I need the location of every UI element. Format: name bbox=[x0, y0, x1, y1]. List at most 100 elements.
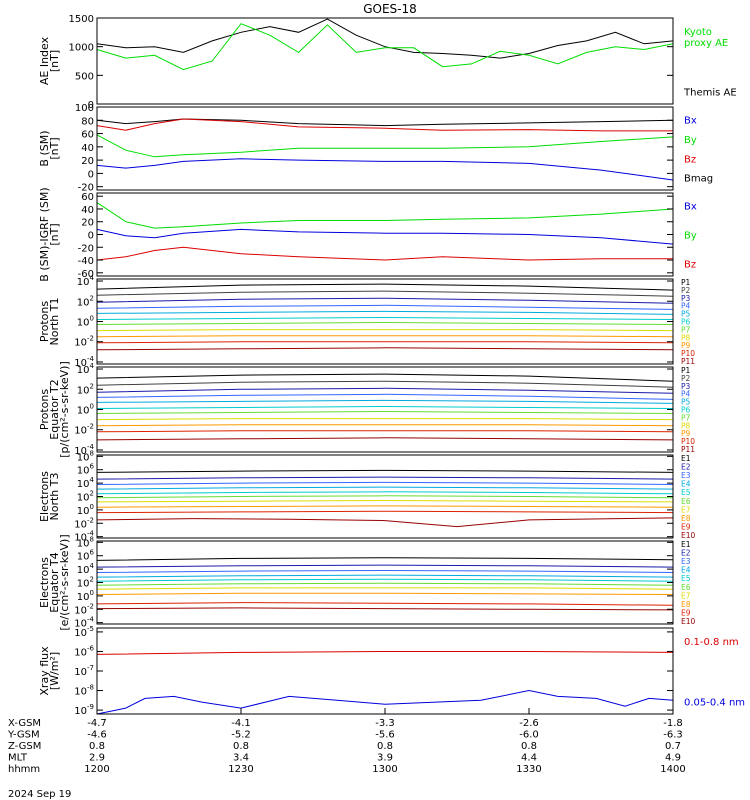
y-axis-label: AE Index bbox=[38, 36, 51, 85]
y-tick-base: 10 bbox=[77, 385, 90, 396]
y-tick-label: -60 bbox=[78, 269, 94, 280]
series-line-protons_t1-2 bbox=[96, 297, 674, 304]
series-line-electrons_t4-9 bbox=[96, 607, 674, 611]
series-line-b_igrf-0 bbox=[96, 202, 674, 229]
y-tick-base: 10 bbox=[74, 358, 87, 369]
y-tick-label: 100 bbox=[75, 103, 94, 114]
legend-channel-E10: E10 bbox=[681, 617, 696, 626]
x-row-value: -4.6 bbox=[87, 730, 107, 741]
y-axis-label: North T1 bbox=[48, 298, 61, 346]
y-tick-label: 102 bbox=[77, 382, 94, 396]
legend-channel-E7: E7 bbox=[681, 591, 691, 600]
series-line-b_igrf-1 bbox=[96, 228, 674, 245]
y-tick-base: 10 bbox=[77, 493, 90, 504]
series-line-ae-0 bbox=[96, 18, 674, 59]
y-tick-label: 104 bbox=[77, 274, 95, 288]
series-line-electrons_t4-5 bbox=[96, 582, 674, 586]
y-tick-label: 10-5 bbox=[74, 625, 94, 639]
series-line-protons_t2-5 bbox=[96, 405, 674, 409]
y-axis-label: Equator T2 bbox=[48, 379, 61, 439]
panel-frame bbox=[96, 192, 674, 277]
series-line-electrons_t4-6 bbox=[96, 587, 674, 590]
y-tick-exponent: -8 bbox=[87, 684, 94, 692]
legend-channel-P3: P3 bbox=[681, 294, 691, 303]
series-line-protons_t2-7 bbox=[96, 418, 674, 421]
legend-channel-P6: P6 bbox=[681, 406, 691, 415]
y-tick-exponent: 2 bbox=[90, 294, 94, 302]
panel-frame bbox=[96, 454, 674, 539]
plot-title: GOES-18 bbox=[363, 2, 417, 16]
y-tick-label: 106 bbox=[77, 463, 95, 477]
y-tick-base: 10 bbox=[77, 552, 90, 563]
x-row-value: 0.8 bbox=[377, 741, 393, 752]
legend-channel-E1: E1 bbox=[681, 540, 691, 549]
panel-frame bbox=[96, 17, 674, 105]
y-tick-label: 10-4 bbox=[74, 616, 94, 630]
y-tick-label: 1000 bbox=[69, 43, 94, 54]
y-tick-base: 10 bbox=[74, 446, 87, 457]
legend-channel-E9: E9 bbox=[681, 522, 691, 531]
legend-channel-E4: E4 bbox=[681, 566, 691, 575]
y-tick-label: 108 bbox=[77, 449, 94, 463]
y-tick-base: 10 bbox=[77, 452, 90, 463]
y-tick-base: 10 bbox=[74, 706, 87, 717]
series-line-electrons_t4-7 bbox=[96, 592, 674, 595]
series-line-electrons_t3-2 bbox=[96, 481, 674, 485]
y-tick-base: 10 bbox=[77, 297, 90, 308]
legend-channel-P10: P10 bbox=[681, 437, 695, 446]
series-line-electrons_t4-2 bbox=[96, 569, 674, 573]
series-line-b_igrf-2 bbox=[96, 246, 673, 261]
legend-channel-P2: P2 bbox=[681, 374, 691, 383]
series-line-electrons_t4-1 bbox=[96, 564, 674, 568]
y-tick-label: 1500 bbox=[69, 14, 94, 25]
legend-channel-P8: P8 bbox=[681, 333, 691, 342]
legend-channel-E6: E6 bbox=[681, 497, 691, 506]
legend-channel-P3: P3 bbox=[681, 382, 691, 391]
x-row-value: 1400 bbox=[660, 764, 685, 775]
legend-entry: 0.05-0.4 nm bbox=[684, 697, 745, 708]
y-tick-exponent: -4 bbox=[87, 616, 95, 624]
y-tick-label: -20 bbox=[78, 243, 94, 254]
y-tick-label: 10-2 bbox=[74, 423, 94, 437]
x-row-value: 0.7 bbox=[665, 741, 681, 752]
legend-channel-E2: E2 bbox=[681, 463, 691, 472]
series-line-electrons_t3-5 bbox=[96, 495, 674, 499]
y-tick-label: 10-2 bbox=[74, 602, 94, 616]
y-tick-base: 10 bbox=[77, 538, 90, 549]
y-tick-exponent: 0 bbox=[90, 315, 94, 323]
y-tick-exponent: 6 bbox=[90, 463, 95, 471]
y-tick-label: 60 bbox=[81, 130, 94, 141]
series-line-electrons_t3-3 bbox=[96, 486, 674, 490]
y-tick-label: 100 bbox=[77, 503, 94, 517]
y-tick-exponent: 6 bbox=[90, 549, 95, 557]
y-tick-label: 102 bbox=[77, 576, 94, 590]
y-tick-label: 40 bbox=[81, 143, 94, 154]
y-axis-label: Equator T4 bbox=[48, 552, 61, 612]
series-line-electrons_t4-3 bbox=[96, 574, 674, 578]
y-axis-label: Protons bbox=[38, 301, 51, 342]
y-axis-label: [nT] bbox=[48, 137, 61, 159]
y-axis-label: B (SM) bbox=[38, 130, 51, 166]
series-line-electrons_t3-8 bbox=[96, 510, 674, 514]
x-row-label: hhmm bbox=[8, 764, 40, 775]
legend-entry: Themis AE bbox=[683, 87, 737, 98]
y-tick-label: -20 bbox=[78, 183, 94, 194]
legend-entry: By bbox=[684, 135, 697, 146]
x-row-value: 1230 bbox=[228, 764, 253, 775]
legend-channel-E3: E3 bbox=[681, 471, 691, 480]
y-axis-label: [p/(cm²-s-sr-keV)] bbox=[58, 361, 71, 458]
y-tick-label: 500 bbox=[75, 71, 94, 82]
y-tick-base: 10 bbox=[77, 365, 90, 376]
series-line-protons_t1-4 bbox=[96, 310, 674, 315]
y-tick-exponent: 0 bbox=[90, 589, 94, 597]
legend-channel-P7: P7 bbox=[681, 325, 691, 334]
y-tick-exponent: 2 bbox=[90, 490, 94, 498]
panel-electrons_t4: 10-410-2100102104106108ElectronsEquator … bbox=[38, 534, 696, 630]
series-line-protons_t1-3 bbox=[96, 304, 674, 310]
y-tick-base: 10 bbox=[74, 628, 87, 639]
y-tick-label: 104 bbox=[77, 562, 95, 576]
